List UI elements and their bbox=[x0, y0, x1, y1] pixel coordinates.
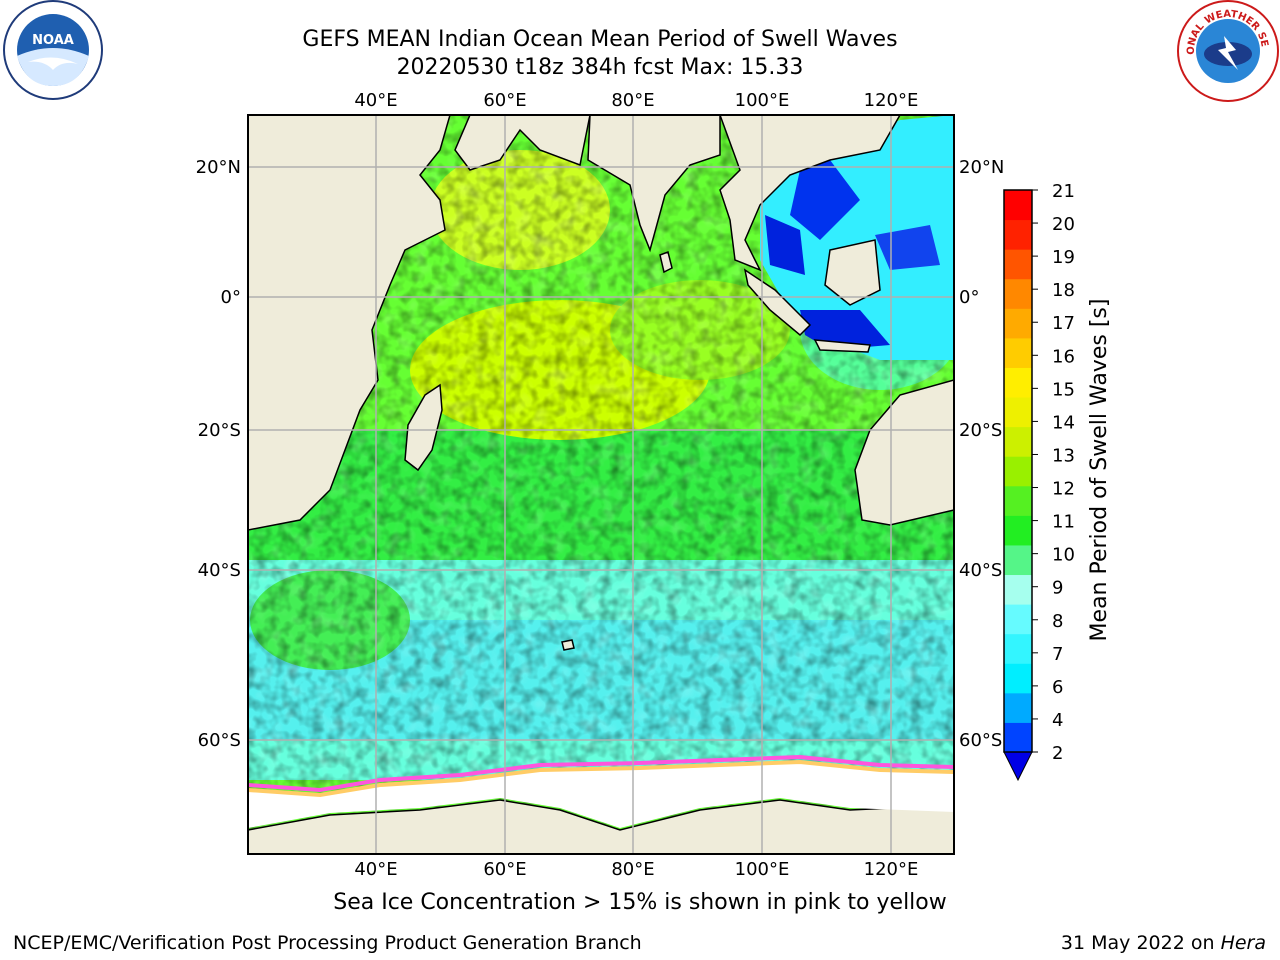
colorbar-tick-label: 4 bbox=[1052, 710, 1063, 731]
colorbar-tick-label: 2 bbox=[1052, 743, 1063, 764]
machine-name: Hera bbox=[1220, 932, 1266, 954]
lat-label-left: 20°S bbox=[198, 420, 241, 441]
lat-label-right: 20°N bbox=[959, 157, 1004, 178]
colorbar-tick-label: 16 bbox=[1052, 346, 1075, 367]
lon-label-bottom: 40°E bbox=[354, 859, 397, 880]
lon-label-bottom: 120°E bbox=[864, 859, 919, 880]
colorbar-segment bbox=[1004, 485, 1032, 516]
colorbar-label: Mean Period of Swell Waves [s] bbox=[1087, 299, 1112, 642]
colorbar-under-triangle bbox=[1003, 751, 1033, 782]
colorbar-segment bbox=[1004, 249, 1032, 280]
colorbar-segment bbox=[1004, 663, 1032, 694]
nws-logo: NATIONAL WEATHER SERVICE bbox=[1176, 0, 1279, 102]
graticule bbox=[248, 115, 954, 854]
colorbar-segment bbox=[1004, 692, 1032, 723]
colorbar-segment bbox=[1004, 190, 1032, 221]
colorbar-segment bbox=[1004, 397, 1032, 428]
date-text: 31 May 2022 on Hera bbox=[1061, 932, 1266, 954]
lon-label-top: 80°E bbox=[611, 90, 654, 111]
colorbar-tick-label: 12 bbox=[1052, 479, 1075, 500]
colorbar-segment bbox=[1004, 308, 1032, 339]
lat-label-right: 40°S bbox=[959, 560, 1002, 581]
map-frame bbox=[247, 114, 955, 855]
colorbar-segment bbox=[1004, 604, 1032, 635]
lat-label-left: 60°S bbox=[198, 730, 241, 751]
colorbar-segment bbox=[1004, 633, 1032, 664]
noaa-logo: NOAA bbox=[3, 0, 103, 100]
lat-label-left: 20°N bbox=[196, 157, 241, 178]
colorbar-segment bbox=[1004, 544, 1032, 576]
sea-ice-note: Sea Ice Concentration > 15% is shown in … bbox=[333, 890, 947, 915]
lat-label-right: 60°S bbox=[959, 730, 1002, 751]
lon-label-top: 40°E bbox=[354, 90, 397, 111]
colorbar: 2 4 6 7 8 9 10 11 12 13 14 15 16 17 18 19 20 21 bbox=[1003, 181, 1075, 782]
colorbar-tick-label: 6 bbox=[1052, 677, 1063, 698]
colorbar-tick-label: 10 bbox=[1052, 545, 1075, 566]
colorbar-segment bbox=[1004, 456, 1032, 487]
colorbar-segment bbox=[1004, 367, 1032, 398]
colorbar-tick-label: 14 bbox=[1052, 412, 1075, 433]
map-subtitle: 20220530 t18z 384h fcst Max: 15.33 bbox=[396, 55, 804, 80]
svg-text:NOAA: NOAA bbox=[32, 33, 74, 48]
colorbar-segment bbox=[1004, 515, 1032, 546]
credit-text: NCEP/EMC/Verification Post Processing Pr… bbox=[13, 932, 642, 954]
colorbar-segment bbox=[1004, 219, 1032, 250]
colorbar-tick-label: 8 bbox=[1052, 611, 1063, 632]
colorbar-tick-label: 19 bbox=[1052, 247, 1075, 268]
sea-ice bbox=[248, 762, 954, 828]
colorbar-segment bbox=[1004, 278, 1032, 309]
map-title: GEFS MEAN Indian Ocean Mean Period of Sw… bbox=[302, 27, 898, 52]
colorbar-tick-label: 18 bbox=[1052, 280, 1075, 301]
lon-label-top: 120°E bbox=[864, 90, 919, 111]
lat-label-left: 40°S bbox=[198, 560, 241, 581]
colorbar-tick-label: 15 bbox=[1052, 379, 1075, 400]
colorbar-segment bbox=[1004, 722, 1032, 753]
date-label: 31 May 2022 on bbox=[1060, 932, 1221, 954]
land bbox=[248, 115, 954, 854]
colorbar-tick-label: 9 bbox=[1052, 578, 1063, 599]
colorbar-frame bbox=[1003, 189, 1033, 753]
colorbar-tick-label: 11 bbox=[1052, 512, 1075, 533]
lat-label-left: 0° bbox=[221, 287, 241, 308]
colorbar-tick-label: 13 bbox=[1052, 445, 1075, 466]
lat-label-right: 20°S bbox=[959, 420, 1002, 441]
colorbar-tick-label: 21 bbox=[1052, 181, 1075, 202]
colorbar-tick-label: 7 bbox=[1052, 644, 1063, 665]
colorbar-segment bbox=[1004, 426, 1032, 457]
lon-label-bottom: 100°E bbox=[735, 859, 790, 880]
colorbar-tick-label: 17 bbox=[1052, 313, 1075, 334]
lon-label-top: 60°E bbox=[483, 90, 526, 111]
map-panel bbox=[248, 115, 954, 854]
colorbar-segment bbox=[1004, 337, 1032, 368]
colorbar-tick-label: 20 bbox=[1052, 214, 1075, 235]
lon-label-bottom: 80°E bbox=[611, 859, 654, 880]
lon-label-bottom: 60°E bbox=[483, 859, 526, 880]
lat-label-right: 0° bbox=[959, 287, 979, 308]
colorbar-segment bbox=[1004, 574, 1032, 605]
lon-label-top: 100°E bbox=[735, 90, 790, 111]
